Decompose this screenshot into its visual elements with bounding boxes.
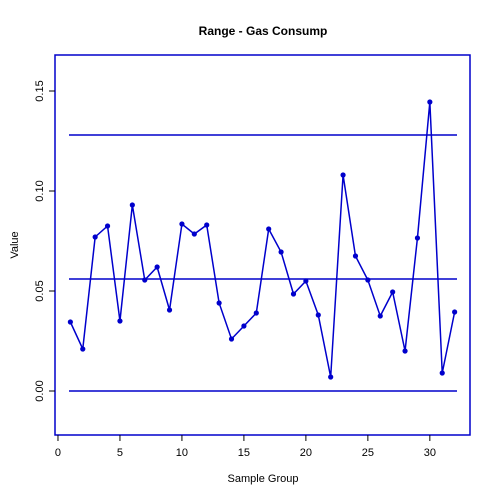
data-point <box>266 226 272 232</box>
data-point <box>216 300 222 306</box>
y-axis-label: Value <box>9 231 21 258</box>
data-point <box>241 323 247 329</box>
y-tick-label: 0.00 <box>34 380 46 401</box>
x-axis-label: Sample Group <box>228 473 299 485</box>
data-point <box>340 172 346 178</box>
data-point <box>117 318 123 324</box>
data-point <box>328 374 334 380</box>
y-tick-label: 0.15 <box>34 80 46 101</box>
data-point <box>191 231 197 237</box>
data-point <box>129 202 135 208</box>
y-tick-label: 0.05 <box>34 280 46 301</box>
data-point <box>278 249 284 255</box>
data-point <box>253 310 259 316</box>
data-point <box>290 291 297 297</box>
data-point <box>228 336 235 342</box>
data-point <box>154 264 160 270</box>
data-point <box>315 312 321 318</box>
data-point <box>92 234 98 240</box>
series-line <box>69 101 456 378</box>
x-tick-label: 15 <box>238 447 250 459</box>
data-point <box>179 221 185 227</box>
y-tick-label: 0.10 <box>34 180 46 201</box>
data-point <box>80 346 86 352</box>
data-point <box>104 223 111 229</box>
x-tick-label: 25 <box>362 447 374 459</box>
data-point <box>427 99 433 105</box>
data-point <box>67 319 73 325</box>
data-point <box>365 277 371 283</box>
data-point <box>377 313 383 319</box>
data-point <box>166 307 173 313</box>
x-tick-label: 30 <box>424 447 436 459</box>
x-tick-label: 0 <box>55 447 61 459</box>
data-point <box>303 278 309 284</box>
data-point <box>414 235 421 241</box>
data-point <box>439 370 445 376</box>
data-point <box>402 348 408 354</box>
data-point <box>352 253 359 259</box>
x-tick-label: 10 <box>176 447 188 459</box>
data-point <box>142 277 148 283</box>
x-tick-label: 20 <box>300 447 312 459</box>
chart-title: Range - Gas Consump <box>199 24 328 38</box>
data-point <box>390 289 396 295</box>
plot-frame <box>54 54 471 436</box>
data-point <box>452 309 458 315</box>
data-point <box>204 222 210 228</box>
x-tick-label: 5 <box>117 447 123 459</box>
